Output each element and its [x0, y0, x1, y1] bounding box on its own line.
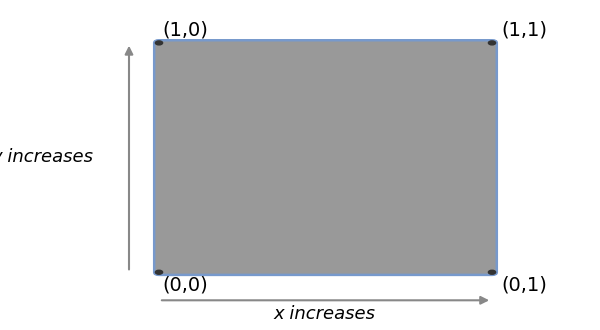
Text: (0,1): (0,1) — [501, 276, 547, 295]
Text: y increases: y increases — [0, 148, 93, 166]
Text: (1,1): (1,1) — [501, 20, 547, 40]
Text: (0,0): (0,0) — [162, 276, 208, 295]
Text: (1,0): (1,0) — [162, 20, 208, 40]
Text: x increases: x increases — [273, 305, 375, 323]
